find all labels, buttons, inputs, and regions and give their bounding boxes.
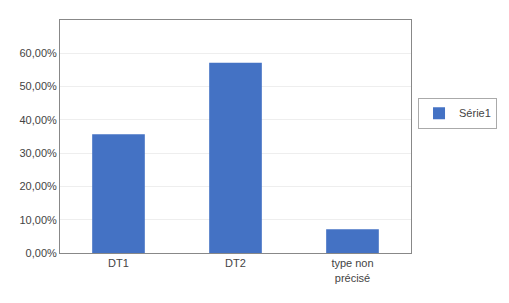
svg-text:30,00%: 30,00%	[19, 147, 57, 159]
svg-text:0,00%: 0,00%	[26, 247, 57, 259]
svg-text:type nonprécisé: type nonprécisé	[331, 257, 373, 283]
svg-text:DT2: DT2	[225, 257, 246, 269]
svg-text:Série1: Série1	[459, 107, 491, 119]
svg-text:DT1: DT1	[108, 257, 129, 269]
svg-text:40,00%: 40,00%	[19, 114, 57, 126]
svg-text:10,00%: 10,00%	[19, 214, 57, 226]
svg-text:20,00%: 20,00%	[19, 180, 57, 192]
svg-text:50,00%: 50,00%	[19, 80, 57, 92]
svg-text:60,00%: 60,00%	[19, 47, 57, 59]
